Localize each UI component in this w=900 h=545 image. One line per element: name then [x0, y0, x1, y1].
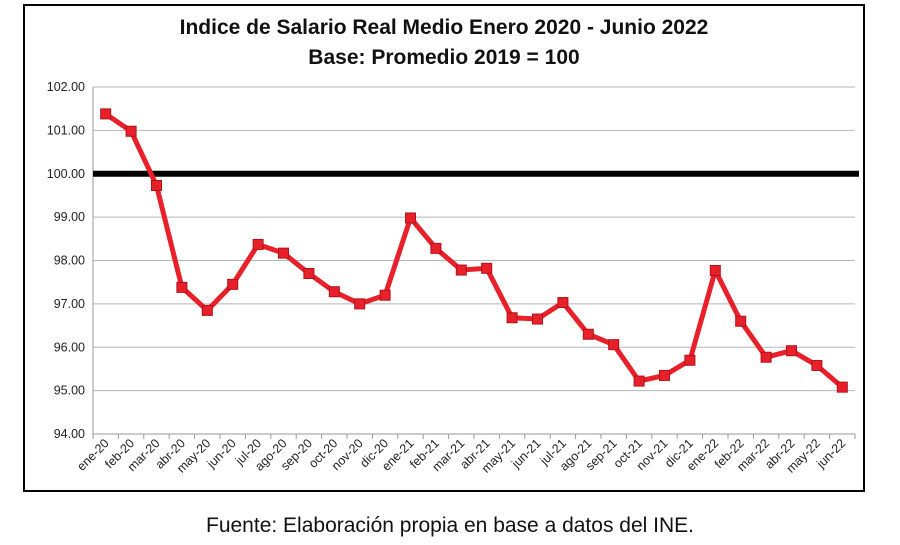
line-chart: 94.00 95.00 96.00 97.00 98.00 99.00 100.00 101.…: [47, 80, 859, 476]
x-tick-label: jun-22: [813, 436, 848, 471]
chart-subtitle: Base: Promedio 2019 = 100: [308, 46, 580, 69]
x-tick-label: jun-20: [204, 436, 239, 471]
chart-title: Indice de Salario Real Medio Enero 2020 …: [179, 16, 709, 39]
data-point: [735, 315, 747, 327]
data-point: [506, 312, 518, 324]
data-point: [455, 264, 467, 276]
data-point: [151, 179, 162, 191]
data-point: [328, 286, 340, 298]
data-point: [354, 298, 366, 310]
data-point: [125, 125, 137, 137]
y-tick-label: 99.00: [54, 210, 85, 224]
data-point: [582, 328, 594, 340]
data-point: [201, 304, 213, 316]
data-point: [278, 247, 289, 259]
x-tick-label: jun-21: [508, 436, 543, 471]
y-tick-label: 98.00: [54, 254, 85, 268]
x-tick-label: ene-20: [74, 436, 111, 473]
data-point: [405, 212, 416, 224]
series-line: [104, 111, 844, 390]
chart-frame: Indice de Salario Real Medio Enero 2020 …: [23, 4, 865, 492]
data-point: [760, 351, 772, 363]
data-point: [532, 313, 543, 325]
data-point: [430, 242, 442, 254]
y-tick-label: 101.00: [47, 123, 85, 137]
y-tick-label: 102.00: [47, 80, 85, 94]
data-point: [252, 238, 264, 250]
data-point: [227, 278, 239, 290]
data-point: [659, 369, 670, 381]
data-point: [100, 108, 112, 120]
data-point: [481, 262, 493, 274]
source-note: Fuente: Elaboración propia en base a dat…: [206, 514, 694, 537]
data-point: [684, 354, 696, 366]
y-tick-label: 94.00: [54, 427, 85, 441]
y-tick-label: 96.00: [54, 340, 85, 354]
data-point: [303, 268, 315, 280]
data-point: [379, 289, 391, 301]
data-point: [709, 264, 721, 276]
y-tick-label: 95.00: [54, 384, 85, 398]
data-point: [557, 297, 569, 309]
data-point: [633, 375, 645, 387]
data-point: [176, 281, 188, 293]
data-point: [811, 359, 823, 371]
y-tick-label: 97.00: [54, 297, 85, 311]
y-tick-label: 100.00: [47, 167, 85, 181]
data-point: [836, 381, 848, 393]
data-point: [608, 339, 620, 351]
data-point: [786, 345, 797, 357]
